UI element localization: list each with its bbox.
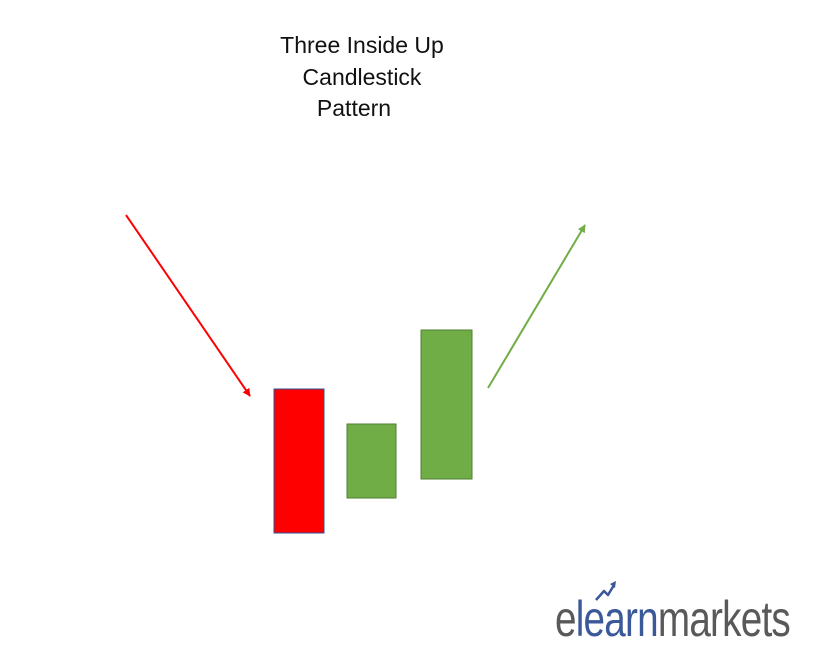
uptrend-arrow [487,224,586,389]
logo-text: elearnmarkets [555,591,790,647]
downtrend-arrow [125,214,251,397]
logo-suffix: markets [658,591,790,647]
logo-highlight: learn [576,591,658,647]
diagram-title: Three Inside Up Candlestick Pattern [280,32,444,121]
title-line-3: Pattern [317,95,391,121]
title-line-2: Candlestick [303,64,422,90]
confirmation-bullish-candle [420,329,473,480]
logo-growth-arrow-icon [595,584,616,601]
inside-bullish-candle [346,423,397,499]
logo-growth-arrow-head-icon [610,581,616,588]
title-line-1: Three Inside Up [280,32,444,58]
logo-prefix: e [555,591,576,647]
bearish-candle [273,388,325,534]
elearnmarkets-logo: elearnmarkets [555,581,791,647]
